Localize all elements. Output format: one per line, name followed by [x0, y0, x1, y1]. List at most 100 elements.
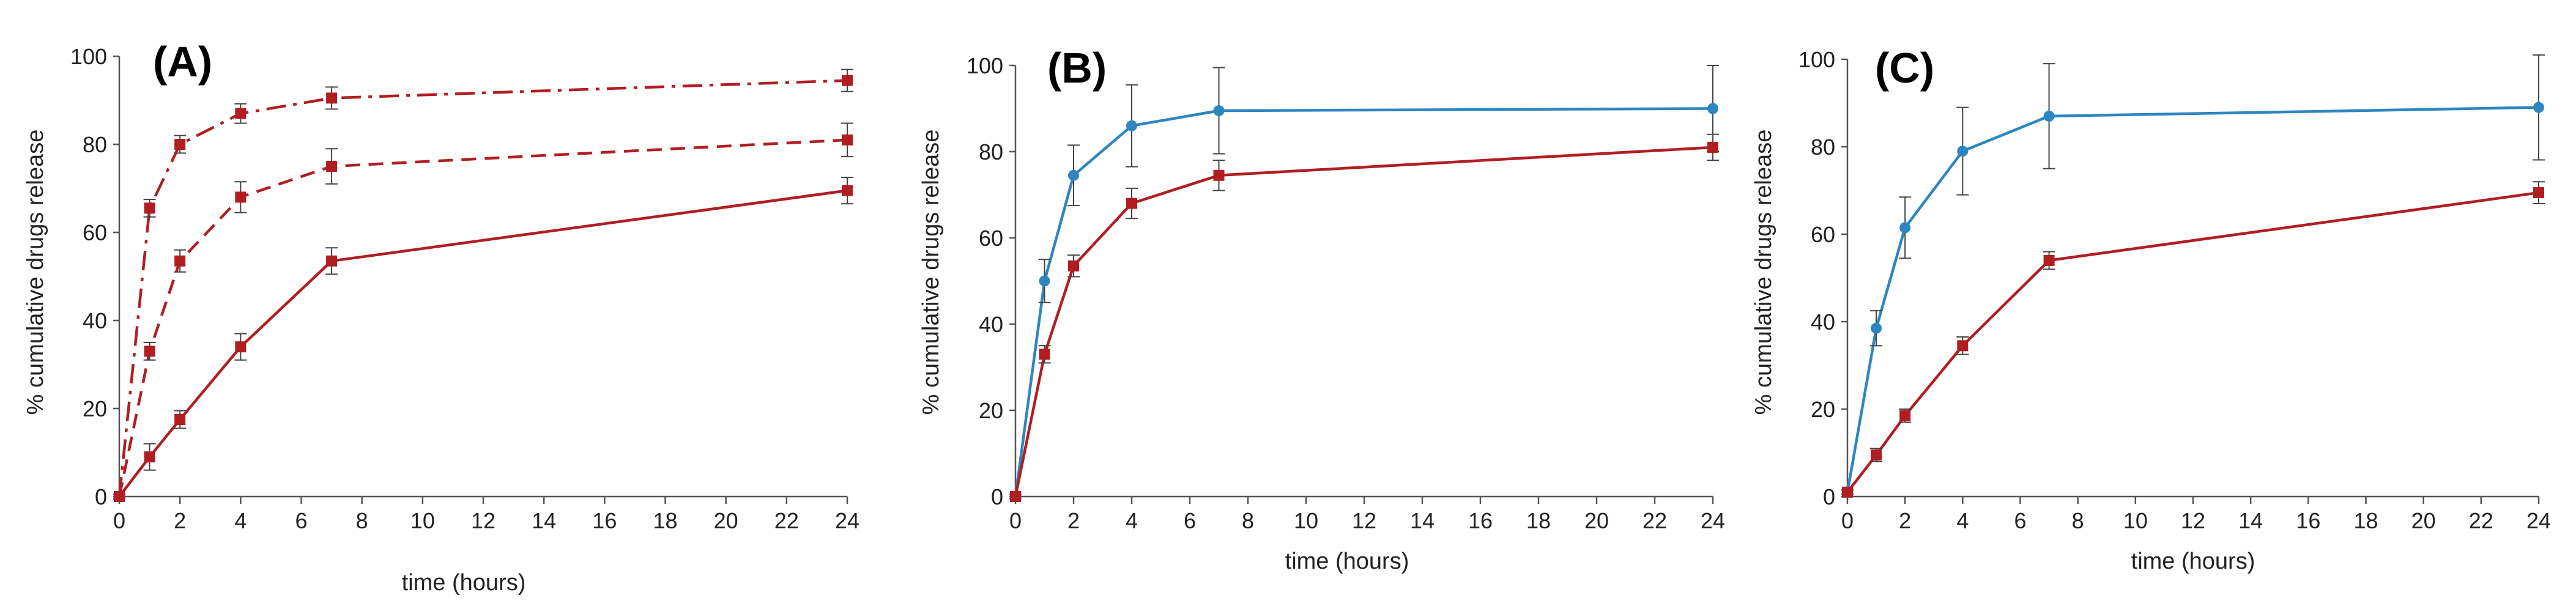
x-tick-label: 24 [1701, 508, 1725, 533]
x-tick-label: 14 [2238, 508, 2263, 533]
y-tick-label: 20 [83, 396, 107, 421]
x-tick-label: 22 [2469, 508, 2493, 533]
x-tick-label: 6 [1184, 508, 1196, 533]
y-tick-label: 40 [83, 308, 107, 333]
data-point [144, 345, 155, 357]
series-line [1014, 146, 1713, 497]
x-tick-label: 2 [1899, 508, 1911, 533]
x-tick-label: 20 [714, 508, 738, 533]
x-tick-label: 20 [1584, 508, 1609, 533]
data-point [2533, 187, 2544, 199]
data-point [1126, 198, 1137, 209]
series-red [1841, 181, 2545, 498]
data-point [174, 255, 186, 267]
y-tick-label: 0 [1823, 484, 1835, 509]
x-tick-label: 6 [2014, 508, 2026, 533]
x-tick-label: 10 [2123, 508, 2148, 533]
y-tick-label: 0 [95, 484, 107, 509]
y-tick-label: 40 [979, 312, 1003, 337]
y-tick-label: 80 [83, 132, 107, 157]
data-point [1871, 449, 1882, 461]
x-axis-label: time (hours) [402, 570, 526, 596]
series-solid [113, 177, 853, 502]
x-tick-label: 4 [1126, 508, 1138, 533]
data-point [1957, 340, 1969, 352]
x-tick-label: 16 [592, 508, 617, 533]
y-axis-label: % cumulative drugs release [1751, 130, 1776, 415]
series-line [1014, 107, 1713, 497]
series-dash-dot [113, 68, 853, 502]
data-point [144, 451, 155, 463]
series-line [117, 138, 848, 497]
x-tick-label: 0 [1841, 508, 1854, 533]
series-line [1846, 191, 2539, 493]
x-tick-label: 24 [2526, 508, 2551, 533]
x-tick-label: 0 [1009, 508, 1022, 533]
y-tick-label: 100 [70, 44, 107, 69]
x-tick-label: 8 [1242, 508, 1254, 533]
x-tick-label: 2 [1067, 508, 1080, 533]
panel-a: (A) % cumulative drugs release time (hou… [23, 38, 859, 596]
x-tick-label: 18 [653, 508, 677, 533]
y-axis-label: % cumulative drugs release [918, 130, 944, 415]
x-tick-label: 24 [835, 508, 859, 533]
data-point [1213, 169, 1225, 181]
data-point [326, 161, 338, 172]
data-point [326, 92, 338, 104]
series-blue [1009, 65, 1719, 502]
x-tick-label: 22 [1642, 508, 1667, 533]
data-point [326, 255, 338, 267]
x-tick-label: 6 [295, 508, 307, 533]
y-tick-label: 20 [1811, 397, 1835, 422]
x-tick-label: 18 [1526, 508, 1551, 533]
series-dashed [113, 122, 853, 502]
data-point [2043, 254, 2055, 266]
panel-b: (B) % cumulative drugs release time (hou… [918, 44, 1725, 574]
series-line [1846, 106, 2539, 493]
data-point [235, 191, 247, 203]
y-tick-label: 80 [1811, 135, 1835, 160]
panel-label: (C) [1875, 44, 1934, 92]
x-tick-label: 18 [2353, 508, 2378, 533]
data-point [1213, 105, 1225, 117]
panel-c: (C) % cumulative drugs release time (hou… [1751, 44, 2551, 574]
x-axis-label: time (hours) [2131, 549, 2255, 574]
y-tick-label: 20 [979, 398, 1003, 423]
data-point [1899, 410, 1911, 421]
data-point [842, 75, 853, 86]
y-tick-label: 60 [1811, 222, 1835, 247]
x-axis-label: time (hours) [1285, 549, 1409, 574]
y-tick-label: 0 [991, 484, 1003, 509]
y-tick-label: 40 [1811, 309, 1835, 334]
data-point [235, 341, 247, 353]
data-point [1068, 169, 1079, 181]
data-point [1068, 260, 1079, 272]
x-tick-label: 14 [532, 508, 556, 533]
series-blue [1841, 54, 2545, 498]
series-line [117, 79, 848, 497]
x-tick-label: 10 [410, 508, 435, 533]
panel-label: (A) [153, 38, 212, 86]
x-tick-label: 22 [774, 508, 799, 533]
data-point [1039, 349, 1050, 360]
y-tick-label: 80 [979, 139, 1003, 164]
series-line [118, 189, 848, 498]
series-red [1009, 133, 1719, 502]
data-point [2043, 110, 2055, 122]
data-point [1707, 103, 1718, 114]
data-point [842, 134, 853, 146]
x-tick-label: 8 [356, 508, 368, 533]
x-tick-label: 14 [1410, 508, 1435, 533]
y-tick-label: 100 [967, 53, 1003, 78]
x-tick-label: 2 [174, 508, 186, 533]
data-point [1707, 141, 1718, 153]
data-point [1899, 222, 1911, 234]
x-tick-label: 12 [2181, 508, 2205, 533]
y-axis-label: % cumulative drugs release [23, 130, 48, 415]
data-point [1010, 491, 1021, 502]
y-tick-label: 100 [1798, 47, 1835, 72]
x-tick-label: 0 [113, 508, 125, 533]
x-tick-label: 12 [1352, 508, 1376, 533]
x-tick-label: 20 [2411, 508, 2436, 533]
